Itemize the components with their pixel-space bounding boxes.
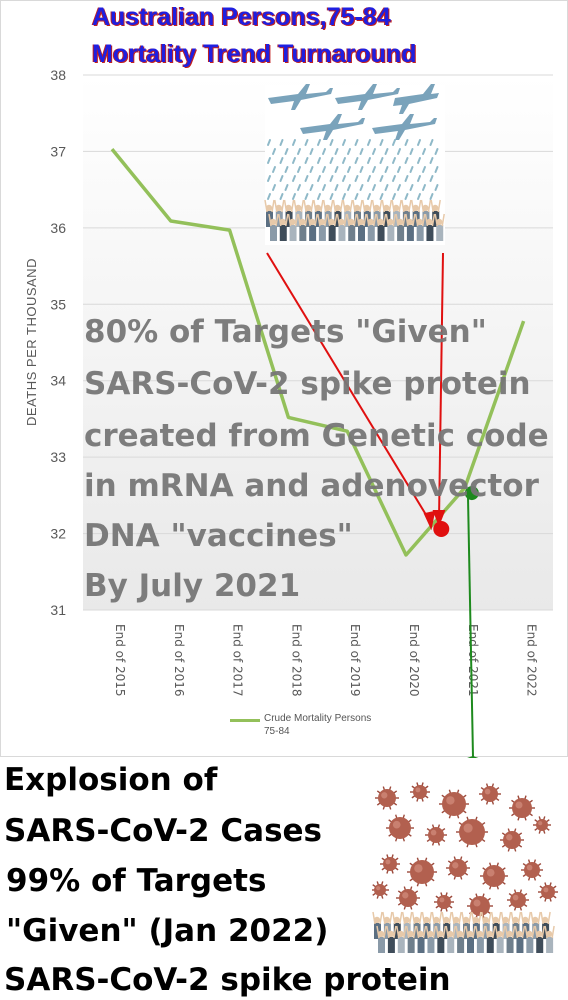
virus-particle xyxy=(509,795,535,821)
virus-particle xyxy=(480,862,508,890)
overlay-text-line-1: 80% of Targets "Given" xyxy=(84,314,487,350)
virus-particle xyxy=(396,886,420,910)
y-tick-label: 35 xyxy=(50,296,66,312)
y-tick-label: 32 xyxy=(50,526,66,542)
y-tick-label: 37 xyxy=(50,143,66,159)
x-tick-label: End of 2017 xyxy=(231,624,245,697)
virus-particle xyxy=(407,857,437,887)
y-tick-label: 38 xyxy=(50,67,66,83)
red-arrows xyxy=(266,252,446,531)
virus-particle xyxy=(439,789,469,819)
legend-line-swatch xyxy=(230,719,260,722)
overlay-text-line-6: By July 2021 xyxy=(84,568,301,604)
y-axis-ticks: 31 32 33 34 35 36 37 38 xyxy=(50,67,66,618)
y-tick-label: 34 xyxy=(50,373,66,389)
x-tick-label: End of 2022 xyxy=(525,624,539,697)
overlay-text-line-3: created from Genetic code xyxy=(84,418,549,454)
chart-title-line-1: Australian Persons,75-84 xyxy=(92,3,391,31)
virus-particle xyxy=(372,881,389,899)
x-tick-label: End of 2021 xyxy=(466,624,480,697)
x-tick-label: End of 2016 xyxy=(172,624,186,697)
virus-particle xyxy=(538,882,558,902)
virus-particle xyxy=(533,816,551,834)
virus-particle xyxy=(386,814,414,842)
y-axis-label: DEATHS PER THOUSAND xyxy=(24,258,39,426)
virus-particles-over-crowd-illustration xyxy=(372,782,558,953)
bottom-text-line-5: SARS-CoV-2 spike protein xyxy=(4,962,451,998)
x-tick-label: End of 2018 xyxy=(289,624,303,697)
overlay-text-line-5: DNA "vaccines" xyxy=(84,518,353,554)
x-tick-label: End of 2015 xyxy=(113,624,127,697)
bottom-text-line-2: SARS-CoV-2 Cases xyxy=(4,813,322,849)
virus-particle xyxy=(467,893,493,919)
bottom-text-line-4: "Given" (Jan 2022) xyxy=(6,913,329,949)
x-tick-label: End of 2019 xyxy=(348,624,362,697)
x-axis-ticks: End of 2015 End of 2016 End of 2017 End of … xyxy=(113,624,539,697)
bottom-text-line-3: 99% of Targets xyxy=(6,863,267,899)
chart-title-line-2: Mortality Trend Turnaround xyxy=(92,40,417,68)
red-marker xyxy=(433,520,450,537)
virus-particle xyxy=(521,859,543,881)
y-tick-label: 33 xyxy=(50,449,66,465)
y-tick-label: 31 xyxy=(50,602,66,618)
planes-spraying-over-crowd-illustration xyxy=(264,84,445,245)
virus-particle xyxy=(500,828,524,852)
virus-particle xyxy=(380,854,400,874)
legend-label: Crude Mortality Persons 75-84 xyxy=(264,713,372,737)
virus-particle xyxy=(446,856,470,880)
y-tick-label: 36 xyxy=(50,220,66,236)
overlay-text-line-2: SARS-CoV-2 spike protein xyxy=(84,366,531,402)
virus-particle xyxy=(425,824,447,846)
chart-area: 31 32 33 34 35 36 37 38 End of 2015 End of 2016 E… xyxy=(0,0,568,758)
virus-particle xyxy=(434,892,454,912)
green-marker xyxy=(464,486,479,501)
virus-particle xyxy=(456,816,488,848)
bottom-text-line-1: Explosion of xyxy=(4,762,218,798)
mortality-series-line xyxy=(110,148,526,557)
virus-particle xyxy=(479,783,501,805)
virus-particle xyxy=(375,786,399,810)
overlay-text-line-4: in mRNA and adenovector xyxy=(84,468,539,504)
virus-particle xyxy=(410,782,430,802)
green-arrows xyxy=(467,496,479,758)
virus-particle xyxy=(507,889,529,911)
x-tick-label: End of 2020 xyxy=(407,624,421,697)
